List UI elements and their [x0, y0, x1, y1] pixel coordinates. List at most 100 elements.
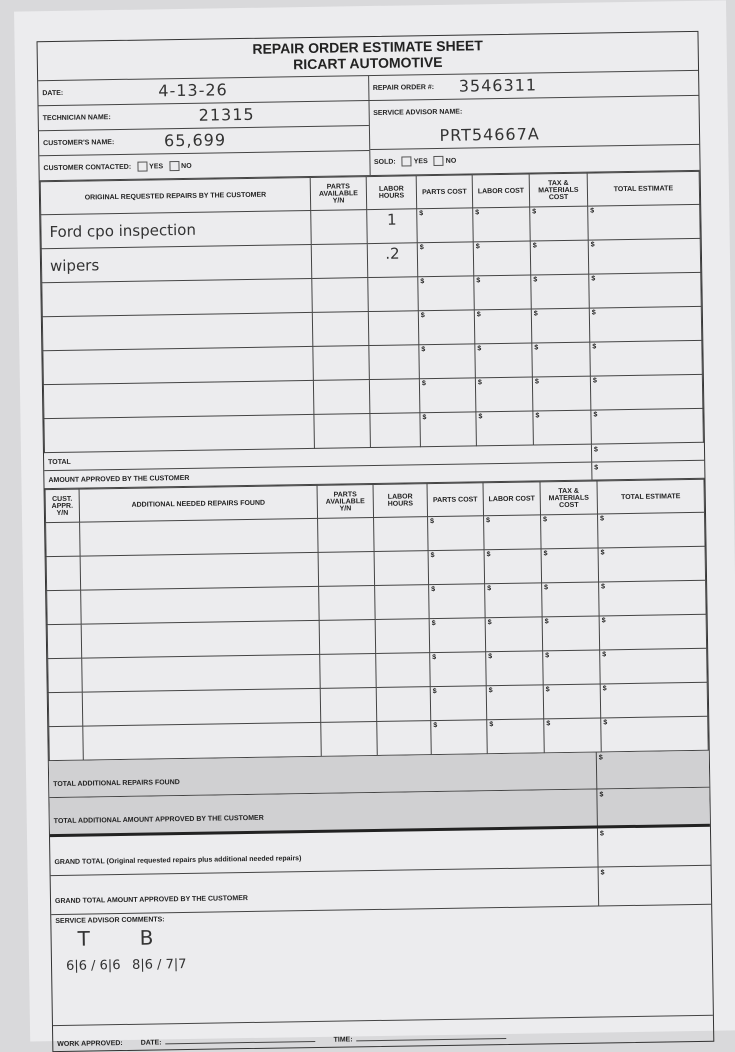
- labor-cost-cell[interactable]: $: [485, 616, 543, 652]
- parts-cost-cell[interactable]: $: [428, 583, 486, 619]
- total-estimate-cell[interactable]: $: [589, 306, 702, 343]
- labor-hours-cell[interactable]: .2: [367, 242, 418, 278]
- total-estimate-cell[interactable]: $: [598, 580, 707, 616]
- parts-cost-cell[interactable]: $: [418, 309, 475, 345]
- parts-cost-cell[interactable]: $: [430, 685, 487, 721]
- total-estimate-cell[interactable]: $: [588, 272, 702, 309]
- labor-cost-cell[interactable]: $: [486, 684, 544, 720]
- tax-materials-cost-cell[interactable]: $: [540, 513, 599, 549]
- parts-available-cell[interactable]: [319, 653, 377, 689]
- parts-available-cell[interactable]: [312, 311, 369, 347]
- labor-hours-cell[interactable]: 1: [366, 208, 418, 244]
- labor-hours-cell[interactable]: [373, 516, 429, 552]
- additional-repair-description-cell[interactable]: [81, 620, 320, 659]
- labor-cost-cell[interactable]: $: [484, 582, 543, 618]
- parts-cost-cell[interactable]: $: [429, 617, 486, 653]
- tax-materials-cost-cell[interactable]: $: [531, 308, 590, 343]
- parts-cost-cell[interactable]: $: [417, 275, 475, 311]
- parts-cost-cell[interactable]: $: [417, 241, 474, 277]
- labor-cost-cell[interactable]: $: [474, 309, 532, 344]
- tax-materials-cost-cell[interactable]: $: [543, 683, 601, 719]
- labor-hours-cell[interactable]: [368, 344, 420, 380]
- tax-materials-cost-cell[interactable]: $: [541, 547, 599, 583]
- additional-repair-description-cell[interactable]: [82, 722, 322, 761]
- labor-cost-cell[interactable]: $: [485, 650, 544, 686]
- total-estimate-cell[interactable]: $: [599, 648, 708, 684]
- repair-description[interactable]: [42, 346, 314, 385]
- tax-materials-cost-cell[interactable]: $: [529, 206, 589, 242]
- tax-materials-cost-cell[interactable]: $: [541, 581, 600, 617]
- cust-approval-cell[interactable]: [47, 658, 83, 693]
- sold-no-checkbox[interactable]: [433, 155, 444, 167]
- total-estimate-cell[interactable]: $: [588, 238, 701, 275]
- labor-cost-cell[interactable]: $: [473, 275, 532, 310]
- labor-hours-cell[interactable]: [369, 378, 420, 414]
- cust-approval-cell[interactable]: [47, 624, 82, 659]
- repair-description[interactable]: [41, 278, 313, 317]
- repair-description[interactable]: Ford cpo inspection: [40, 210, 312, 249]
- total-estimate-cell[interactable]: $: [599, 614, 707, 650]
- labor-cost-cell[interactable]: $: [473, 241, 531, 276]
- parts-cost-cell[interactable]: $: [418, 343, 476, 379]
- cust-approval-cell[interactable]: [48, 726, 84, 761]
- additional-repair-description-cell[interactable]: [79, 518, 319, 557]
- additional-repair-description-cell[interactable]: [81, 654, 321, 693]
- labor-cost-cell[interactable]: $: [486, 718, 545, 754]
- labor-cost-cell[interactable]: $: [472, 207, 531, 242]
- parts-cost-cell[interactable]: $: [428, 549, 485, 585]
- repair-description[interactable]: [43, 414, 315, 453]
- approval-time-field[interactable]: [356, 1037, 507, 1042]
- parts-available-cell[interactable]: [318, 551, 375, 587]
- repair-description[interactable]: [42, 312, 313, 351]
- parts-available-cell[interactable]: [311, 277, 369, 313]
- parts-available-cell[interactable]: [311, 243, 368, 279]
- additional-repair-description-cell[interactable]: [80, 586, 320, 625]
- total-estimate-cell[interactable]: $: [587, 204, 701, 241]
- tax-materials-cost-cell[interactable]: $: [531, 342, 591, 377]
- parts-cost-cell[interactable]: $: [419, 411, 477, 447]
- parts-available-cell[interactable]: [317, 517, 375, 553]
- tax-materials-cost-cell[interactable]: $: [532, 410, 592, 445]
- parts-cost-cell[interactable]: $: [430, 719, 488, 755]
- tax-materials-cost-cell[interactable]: $: [530, 274, 590, 310]
- parts-available-cell[interactable]: [310, 209, 368, 245]
- parts-available-cell[interactable]: [320, 721, 378, 757]
- labor-hours-cell[interactable]: [375, 618, 430, 654]
- labor-hours-cell[interactable]: [376, 686, 431, 722]
- parts-cost-cell[interactable]: $: [416, 207, 474, 243]
- repair-description[interactable]: [43, 380, 314, 419]
- parts-available-cell[interactable]: [312, 345, 370, 381]
- total-estimate-cell[interactable]: $: [600, 682, 708, 718]
- cust-approval-cell[interactable]: [46, 556, 81, 591]
- labor-cost-cell[interactable]: $: [475, 376, 533, 412]
- parts-available-cell[interactable]: [318, 585, 376, 621]
- parts-cost-cell[interactable]: $: [419, 377, 476, 413]
- contacted-yes-checkbox[interactable]: [137, 161, 148, 172]
- labor-hours-cell[interactable]: [369, 412, 421, 448]
- labor-cost-cell[interactable]: $: [483, 514, 542, 550]
- contacted-no-checkbox[interactable]: [169, 161, 180, 172]
- total-estimate-cell[interactable]: $: [598, 546, 706, 582]
- tax-materials-cost-cell[interactable]: $: [543, 717, 602, 753]
- tax-materials-cost-cell[interactable]: $: [542, 615, 600, 651]
- additional-repair-description-cell[interactable]: [82, 688, 321, 727]
- tax-materials-cost-cell[interactable]: $: [530, 240, 589, 276]
- cust-approval-cell[interactable]: [48, 692, 83, 727]
- cust-approval-cell[interactable]: [45, 522, 81, 557]
- approval-date-field[interactable]: [165, 1040, 316, 1045]
- cust-approval-cell[interactable]: [46, 590, 82, 625]
- tax-materials-cost-cell[interactable]: $: [542, 649, 601, 685]
- labor-hours-cell[interactable]: [375, 652, 431, 688]
- tax-materials-cost-cell[interactable]: $: [532, 376, 591, 411]
- labor-cost-cell[interactable]: $: [474, 342, 533, 378]
- parts-available-cell[interactable]: [313, 379, 370, 415]
- labor-hours-cell[interactable]: [374, 550, 429, 586]
- labor-cost-cell[interactable]: $: [484, 548, 542, 584]
- labor-hours-cell[interactable]: [368, 310, 419, 346]
- parts-cost-cell[interactable]: $: [429, 651, 487, 687]
- total-estimate-cell[interactable]: $: [600, 716, 709, 752]
- parts-available-cell[interactable]: [320, 687, 377, 723]
- labor-hours-cell[interactable]: [374, 584, 430, 620]
- labor-cost-cell[interactable]: $: [475, 410, 534, 446]
- parts-cost-cell[interactable]: $: [427, 515, 485, 551]
